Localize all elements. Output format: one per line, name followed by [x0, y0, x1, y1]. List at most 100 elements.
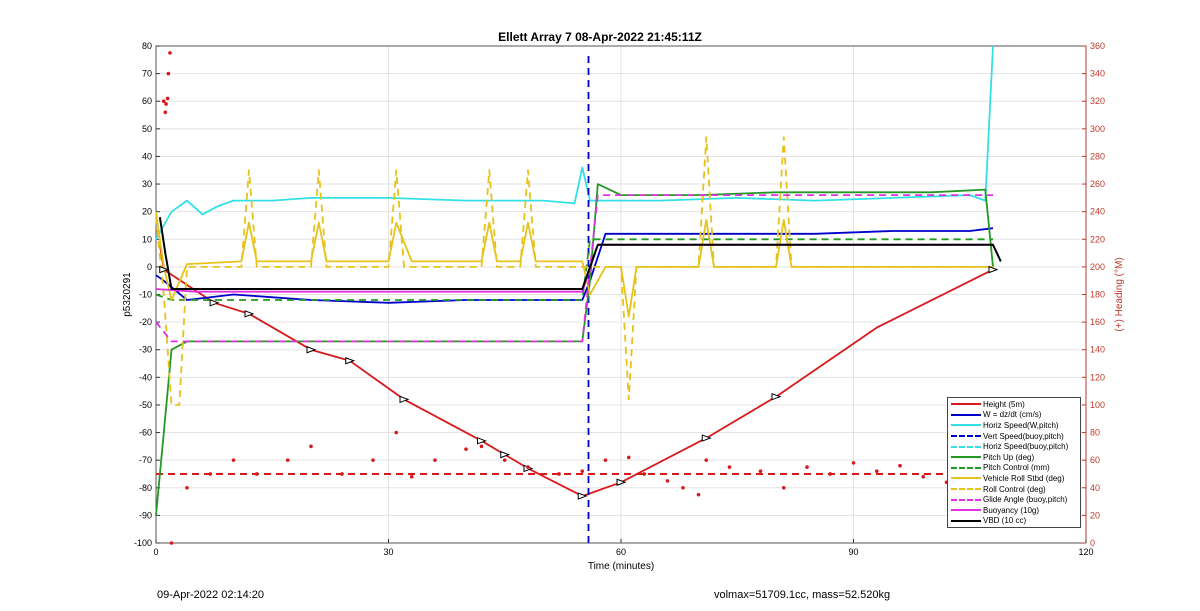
height-marker — [988, 265, 999, 274]
series-line-7 — [155, 136, 993, 406]
y-tick-label-right: 220 — [1090, 234, 1105, 244]
height-marker — [577, 492, 588, 500]
heading-point — [165, 96, 170, 101]
y-tick-label-right: 80 — [1090, 428, 1100, 438]
y-tick-label-right: 60 — [1090, 455, 1100, 465]
legend-label: Roll Control (deg) — [983, 484, 1046, 494]
heading-point — [479, 444, 484, 449]
footer-timestamp: 09-Apr-2022 02:14:20 — [157, 589, 265, 601]
y-axis-label-right: (+) Heading (°M) — [1114, 257, 1125, 331]
y-tick-label-right: 240 — [1090, 207, 1105, 217]
heading-point — [231, 458, 236, 462]
y-tick-label-right: 40 — [1090, 483, 1100, 493]
heading-point — [580, 469, 585, 474]
heading-point — [371, 458, 375, 462]
y-tick-label-right: 0 — [1090, 538, 1095, 548]
legend-swatch — [951, 519, 981, 522]
heading-point — [166, 71, 171, 76]
heading-point — [409, 474, 414, 479]
x-tick-label: 0 — [153, 547, 158, 557]
heading-point — [805, 465, 809, 469]
heading-point — [309, 444, 313, 449]
height-marker — [399, 395, 410, 404]
y-tick-label-right: 160 — [1090, 317, 1105, 327]
y-tick-label-left: 70 — [142, 69, 152, 79]
y-tick-label-left: -20 — [139, 317, 152, 327]
legend-swatch — [951, 477, 981, 480]
legend-label: W = dz/dt (cm/s) — [983, 410, 1042, 420]
legend-label: Horiz Speed(buoy,pitch) — [983, 442, 1069, 452]
y-tick-label-right: 340 — [1090, 69, 1105, 79]
height-marker — [244, 310, 255, 318]
heading-point — [781, 485, 786, 490]
y-tick-label-right: 120 — [1090, 372, 1105, 382]
legend-entry: Vert Speed(buoy,pitch) — [948, 431, 1080, 442]
heading-point — [526, 465, 530, 469]
legend-entry: Height (5m) — [948, 399, 1080, 410]
y-tick-label-left: 50 — [142, 124, 152, 134]
y-tick-label-right: 280 — [1090, 151, 1105, 161]
x-tick-label: 60 — [616, 547, 626, 557]
series-line-1 — [155, 227, 994, 304]
height-marker — [159, 265, 170, 274]
footer-volmax-mass: volmax=51709.1cc, mass=52.520kg — [714, 589, 891, 601]
heading-point — [727, 465, 732, 469]
heading-point — [851, 461, 856, 465]
height-marker — [771, 392, 782, 401]
chart-title: Ellett Array 7 08-Apr-2022 21:45:11Z — [498, 30, 702, 44]
height-marker — [209, 299, 220, 307]
heading-point — [557, 472, 561, 476]
heading-point — [681, 485, 685, 490]
y-tick-label-left: 60 — [142, 96, 152, 106]
y-tick-label-right: 320 — [1090, 96, 1105, 106]
legend-swatch — [951, 498, 981, 501]
heading-point — [665, 479, 670, 483]
legend-label: VBD (10 cc) — [983, 516, 1027, 526]
heading-point — [340, 472, 344, 476]
y-tick-label-left: 40 — [142, 151, 152, 161]
legend-label: Vert Speed(buoy,pitch) — [983, 431, 1064, 441]
y-tick-label-left: -90 — [139, 510, 152, 520]
heading-point — [921, 474, 926, 479]
heading-point — [254, 472, 259, 476]
y-tick-label-right: 260 — [1090, 179, 1105, 189]
y-tick-label-right: 180 — [1090, 290, 1105, 300]
height-marker — [500, 450, 511, 459]
heading-point — [285, 458, 290, 462]
legend-label: Buoyancy (10g) — [983, 505, 1040, 515]
legend-entry: Horiz Speed(W,pitch) — [948, 420, 1080, 431]
heading-point — [164, 102, 168, 106]
legend-swatch — [951, 445, 981, 448]
legend-swatch — [951, 413, 981, 416]
legend-entry: Pitch Up (deg) — [948, 452, 1080, 463]
legend-label: Horiz Speed(W,pitch) — [983, 420, 1059, 430]
legend-swatch — [951, 509, 981, 512]
legend-entry: W = dz/dt (cm/s) — [948, 410, 1080, 421]
y-tick-label-left: -70 — [139, 455, 152, 465]
legend-entry: Vehicle Roll Stbd (deg) — [948, 473, 1080, 484]
legend-label: Glide Angle (buoy,pitch) — [983, 495, 1068, 505]
height-marker — [345, 357, 356, 365]
x-axis-label: Time (minutes) — [588, 561, 654, 572]
legend-entry: Horiz Speed(buoy,pitch) — [948, 441, 1080, 452]
height-marker — [701, 434, 712, 442]
heading-point — [169, 541, 174, 545]
y-tick-label-right: 360 — [1090, 41, 1105, 51]
x-tick-label: 30 — [383, 547, 393, 557]
heading-point — [758, 469, 763, 474]
y-tick-label-left: 0 — [147, 262, 152, 272]
y-tick-label-left: -50 — [139, 400, 152, 410]
heading-point — [603, 458, 608, 462]
y-tick-label-left: -80 — [139, 483, 152, 493]
heading-point — [208, 472, 213, 476]
legend-swatch — [951, 466, 981, 469]
legend-label: Height (5m) — [983, 399, 1025, 409]
y-tick-label-left: -40 — [139, 372, 152, 382]
heading-point — [828, 472, 833, 476]
legend-swatch — [951, 435, 981, 438]
y-tick-label-left: -30 — [139, 345, 152, 355]
legend-swatch — [951, 424, 981, 427]
legend-entry: Glide Angle (buoy,pitch) — [948, 494, 1080, 505]
